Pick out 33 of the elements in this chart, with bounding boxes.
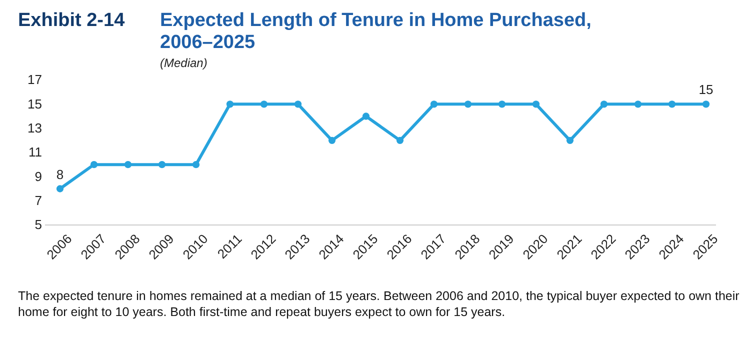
point xyxy=(56,185,64,192)
point xyxy=(294,100,302,108)
point xyxy=(124,161,132,168)
point xyxy=(566,136,574,144)
data-label: 8 xyxy=(56,166,64,182)
point xyxy=(226,100,234,108)
y-tick-label: 15 xyxy=(28,96,42,112)
point xyxy=(396,136,404,144)
point xyxy=(362,112,370,120)
y-tick-label: 5 xyxy=(34,217,42,232)
data-label: 15 xyxy=(698,82,714,98)
point xyxy=(328,136,336,144)
point xyxy=(532,100,540,108)
y-tick-label: 13 xyxy=(28,120,42,136)
point xyxy=(464,100,472,108)
point xyxy=(498,100,506,108)
chart-subtitle: Expected Length of Tenure in Home Purchased, 2006–2025 xyxy=(160,10,592,53)
point xyxy=(192,161,200,168)
y-tick-label: 11 xyxy=(28,144,42,160)
point xyxy=(90,161,98,168)
point xyxy=(702,100,710,108)
y-tick-label: 7 xyxy=(34,192,42,208)
text: (Median) xyxy=(160,56,208,70)
point xyxy=(260,100,268,108)
y-tick-label: 9 xyxy=(34,168,42,184)
text: The expected tenure in homes remained at a median of 15 years. Between 2006 and 2010, the typical buyer expected to own their home for eight to 10 years. Both first-time and repeat buyers expect to own for 15 years. xyxy=(18,288,740,320)
chart-title: Exhibit 2-14 xyxy=(18,10,126,31)
y-tick-label: 17 xyxy=(28,72,42,88)
point xyxy=(430,100,438,108)
point xyxy=(600,100,608,108)
point xyxy=(158,161,166,168)
point xyxy=(634,100,642,108)
point xyxy=(668,100,676,108)
